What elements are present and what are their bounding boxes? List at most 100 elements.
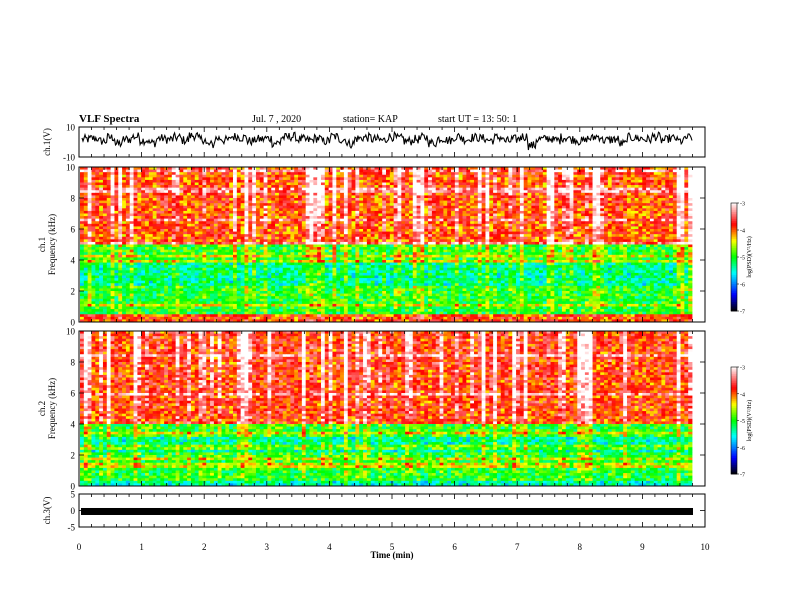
spectrogram-cell — [435, 234, 440, 238]
spectrogram-cell — [607, 216, 613, 220]
spectrogram-cell — [451, 208, 456, 212]
spectrogram-cell — [210, 192, 215, 196]
spectrogram-cell — [466, 223, 471, 227]
spectrogram-cell — [183, 210, 188, 214]
spectrogram-cell — [244, 226, 249, 230]
spectrogram-cell — [301, 198, 307, 201]
spectrogram-cell — [221, 172, 226, 176]
spectrogram-cell — [581, 218, 586, 222]
spectrogram-cell — [386, 234, 391, 238]
spectrogram-cell — [607, 179, 613, 183]
spectrogram-cell — [298, 174, 303, 178]
spectrogram-cell — [435, 205, 440, 209]
spectrogram-cell — [653, 177, 658, 181]
spectrogram-cell — [125, 218, 131, 222]
spectrogram-cell — [145, 198, 150, 201]
spectrogram-cell — [106, 221, 112, 225]
spectrogram-cell — [194, 192, 199, 196]
spectrogram-cell — [466, 210, 471, 214]
spectrogram-cell — [649, 198, 655, 201]
spectrogram-cell — [661, 185, 666, 189]
spectrogram-cell — [458, 241, 463, 245]
spectrogram-cell — [607, 223, 613, 227]
spectrogram-cell — [561, 182, 567, 186]
spectrogram-cell — [477, 169, 483, 173]
spectrogram-cell — [175, 187, 180, 191]
spectrogram-cell — [539, 236, 544, 240]
spectrogram-cell — [535, 167, 540, 170]
spectrogram-cell — [473, 200, 479, 204]
spectrogram-cell — [416, 177, 421, 181]
spectrogram-cell — [500, 236, 505, 240]
spectrogram-cell — [148, 231, 154, 235]
spectrogram-cell — [630, 198, 636, 201]
spectrogram-cell — [588, 210, 593, 214]
spectrogram-cell — [175, 182, 180, 186]
spectrogram-cell — [428, 210, 433, 214]
spectrogram-cell — [305, 244, 310, 248]
spectrogram-cell — [366, 223, 372, 227]
spectrogram-cell — [546, 218, 551, 222]
spectrogram-cell — [619, 239, 624, 243]
spectrogram-cell — [290, 216, 295, 220]
spectrogram-cell — [263, 169, 268, 173]
spectrogram-cell — [351, 213, 356, 217]
spectrogram-cell — [619, 231, 624, 235]
spectrogram-cell — [519, 218, 525, 222]
spectrogram-cell — [290, 182, 295, 186]
spectrogram-cell — [332, 187, 337, 191]
spectrogram-cell — [305, 182, 310, 186]
spectrogram-cell — [623, 236, 628, 240]
spectrogram-cell — [458, 210, 463, 214]
spectrogram-cell — [523, 210, 528, 214]
spectrogram-cell — [301, 210, 307, 214]
spectrogram-cell — [263, 216, 268, 220]
spectrogram-cell — [573, 187, 578, 191]
spectrogram-cell — [573, 167, 578, 170]
spectrogram-cell — [374, 179, 379, 183]
spectrogram-cell — [309, 229, 314, 232]
spectrogram-cell — [646, 203, 651, 207]
spectrogram-cell — [420, 169, 425, 173]
spectrogram-cell — [630, 234, 636, 238]
spectrogram-cell — [275, 190, 280, 194]
spectrogram-cell — [439, 216, 444, 220]
spectrogram-cell — [565, 229, 571, 232]
spectrogram-cell — [496, 218, 502, 222]
spectrogram-cell — [259, 241, 264, 245]
spectrogram-cell — [565, 210, 571, 214]
spectrogram-cell — [481, 223, 486, 227]
spectrogram-cell — [263, 167, 268, 170]
spectrogram-cell — [141, 174, 146, 178]
spectrogram-cell — [676, 179, 681, 183]
spectrogram-cell — [175, 177, 180, 181]
spectrogram-cell — [282, 167, 287, 170]
spectrogram-cell — [412, 169, 418, 173]
spectrogram-cell — [271, 223, 276, 227]
spectrogram-cell — [447, 172, 452, 176]
spectrogram-cell — [282, 218, 287, 222]
spectrogram-cell — [672, 208, 678, 212]
spectrogram-cell — [542, 177, 548, 181]
spectrogram-cell — [481, 174, 486, 178]
spectrogram-cell — [672, 190, 678, 194]
spectrogram-cell — [175, 234, 180, 238]
spectrogram-cell — [355, 239, 360, 243]
spectrogram-cell — [527, 182, 532, 186]
spectrogram-cell — [240, 218, 245, 222]
spectrogram-cell — [183, 203, 188, 207]
spectrogram-cell — [542, 218, 548, 222]
spectrogram-cell — [328, 177, 333, 181]
spectrogram-cell — [99, 234, 104, 238]
spectrogram-cell — [439, 231, 444, 235]
spectrogram-cell — [80, 190, 85, 194]
spectrogram-cell — [317, 172, 322, 176]
spectrogram-cell — [462, 169, 467, 173]
spectrogram-cell — [431, 231, 437, 235]
spectrogram-cell — [244, 223, 249, 227]
spectrogram-cell — [516, 167, 521, 170]
spectrogram-cell — [489, 195, 494, 199]
spectrogram-cell — [401, 169, 406, 173]
spectrogram-cell — [539, 200, 544, 204]
spectrogram-cell — [493, 185, 498, 189]
